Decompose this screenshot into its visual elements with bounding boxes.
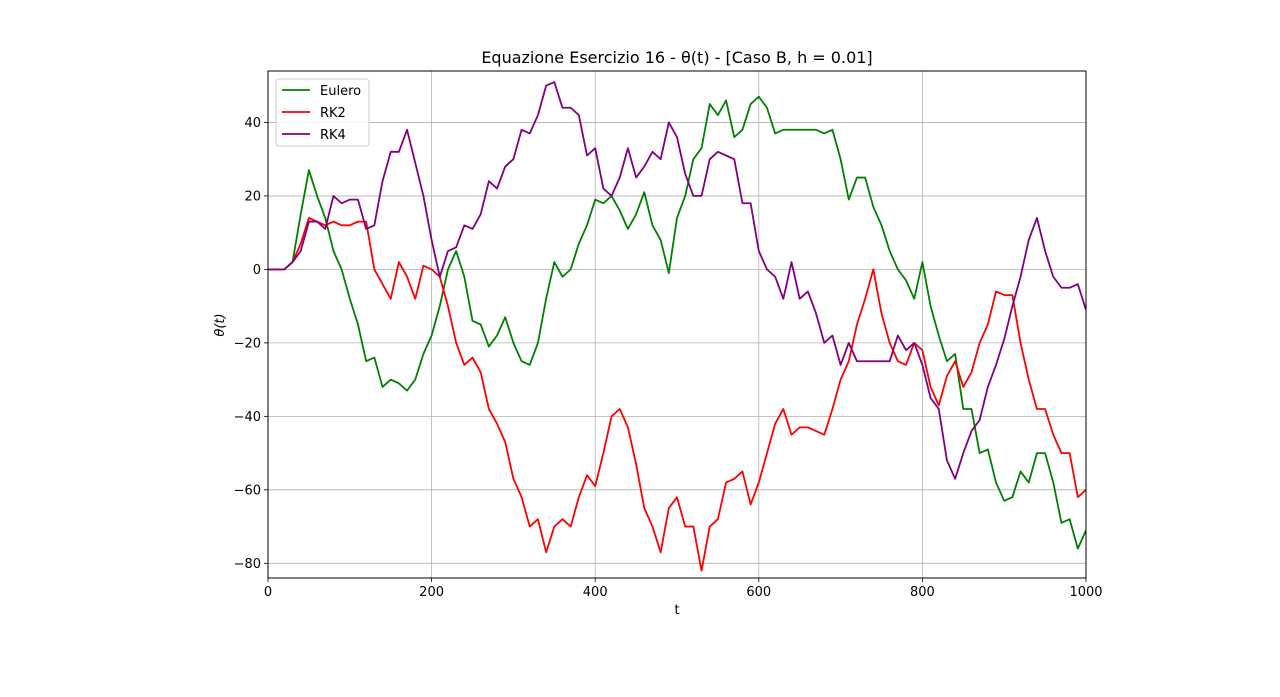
x-axis-label: t [674,603,679,618]
x-tick-label: 0 [264,585,272,600]
y-tick-label: −60 [234,483,261,498]
y-tick-label: 20 [244,189,261,204]
series-group [268,81,1086,572]
y-axis-label: θ(t) [213,313,228,336]
plot-area [268,81,1086,572]
legend: Eulero RK2 RK4 [275,78,370,147]
legend-box [275,78,370,147]
x-tick-label: 400 [583,585,608,600]
x-tick-label: 200 [419,585,444,600]
y-tick-label: −40 [234,410,261,425]
series-line-eulero [268,95,1086,550]
x-ticks: 0 200 400 600 800 1000 [264,578,1103,600]
grid [267,71,1087,578]
legend-label-rk2: RK2 [320,106,346,121]
y-tick-label: 0 [253,263,261,278]
legend-label-eulero: Eulero [320,84,361,99]
series-line-rk4 [268,81,1086,480]
y-tick-label: −20 [234,336,261,351]
x-tick-label: 800 [910,585,935,600]
legend-label-rk4: RK4 [320,128,346,143]
y-tick-label: 40 [244,116,261,131]
series-line-rk2 [268,217,1086,572]
chart-title: Equazione Esercizio 16 - θ(t) - [Caso B,… [481,48,872,67]
y-ticks: −80 −60 −40 −20 0 20 40 [234,116,268,572]
plot-frame [267,70,1087,579]
x-tick-label: 600 [746,585,771,600]
x-tick-label: 1000 [1069,585,1102,600]
y-tick-label: −80 [234,557,261,572]
